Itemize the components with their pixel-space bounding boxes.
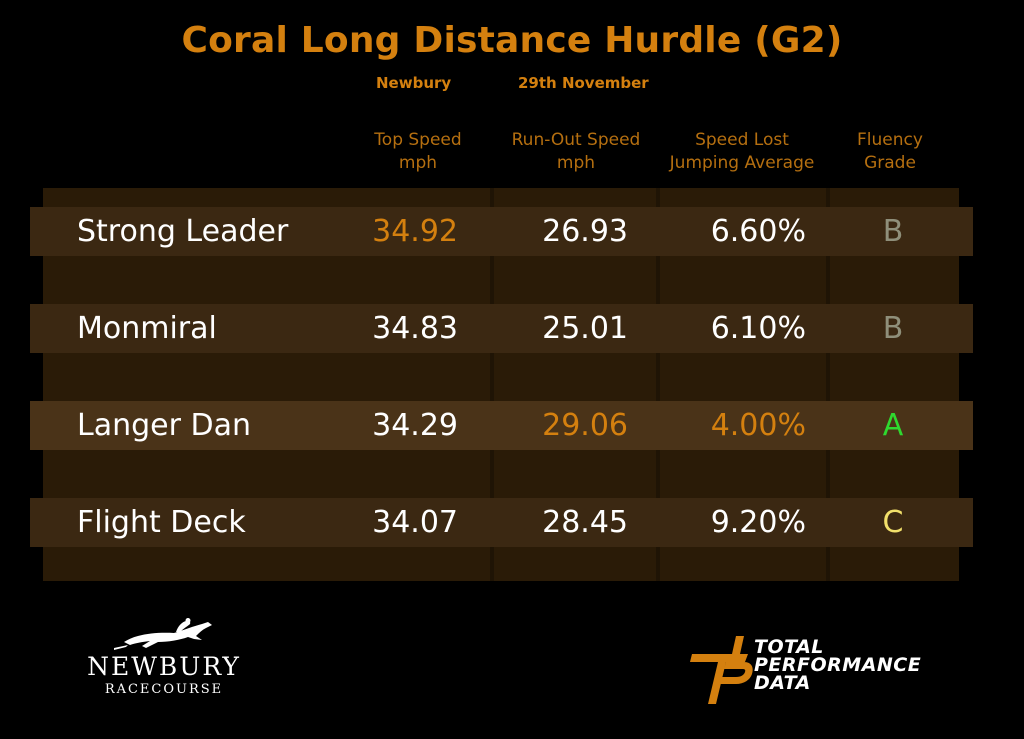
fluency-grade-value: B — [882, 311, 904, 346]
column-header-line: Top Speed — [374, 130, 462, 150]
newbury-racecourse-logo: NEWBURY RACECOURSE — [84, 618, 244, 698]
venue-label: Newbury — [376, 74, 452, 92]
date-label: 29th November — [518, 74, 649, 92]
tpd-logo-line2: PERFORMANCE — [754, 654, 922, 676]
speed-lost-value: 4.00% — [710, 408, 806, 443]
total-performance-data-logo: TOTAL PERFORMANCE DATA — [690, 632, 940, 710]
newbury-logo-name: NEWBURY — [87, 652, 241, 681]
horse-name: Strong Leader — [77, 214, 289, 249]
fluency-grade-value: B — [882, 214, 904, 249]
fluency-grade-value: A — [882, 408, 904, 443]
table-row — [30, 207, 973, 256]
table-row — [30, 401, 973, 450]
column-header-unit: mph — [398, 153, 438, 173]
column-header-unit: Grade — [864, 153, 916, 173]
column-header-line: Speed Lost — [695, 130, 789, 150]
table-row — [30, 304, 973, 353]
top-speed-value: 34.92 — [372, 214, 458, 249]
column-divider — [656, 188, 660, 581]
column-header-fluency-grade: Fluency Grade — [840, 129, 940, 175]
fluency-grade-value: C — [882, 505, 904, 540]
column-header-line: Run-Out Speed — [511, 130, 641, 150]
column-divider — [826, 188, 830, 581]
run-out-speed-value: 29.06 — [542, 408, 628, 443]
column-header-top-speed: Top Speed mph — [358, 129, 478, 175]
horse-and-jockey-icon — [114, 618, 212, 650]
tpd-logo-line1: TOTAL — [754, 636, 824, 658]
column-header-unit: mph — [556, 153, 596, 173]
tpd-monogram-icon — [690, 636, 753, 704]
top-speed-value: 34.29 — [372, 408, 458, 443]
speed-lost-value: 6.60% — [710, 214, 806, 249]
tpd-logo-line3: DATA — [754, 672, 811, 694]
column-header-line: Fluency — [857, 130, 923, 150]
column-header-speed-lost: Speed Lost Jumping Average — [662, 129, 822, 175]
column-divider — [490, 188, 494, 581]
run-out-speed-value: 26.93 — [542, 214, 628, 249]
top-speed-value: 34.83 — [372, 311, 458, 346]
horse-name: Monmiral — [77, 311, 217, 346]
column-header-unit: Jumping Average — [669, 153, 815, 173]
top-speed-value: 34.07 — [372, 505, 458, 540]
newbury-logo-sub: RACECOURSE — [104, 682, 224, 697]
speed-lost-value: 6.10% — [710, 311, 806, 346]
run-out-speed-value: 28.45 — [542, 505, 628, 540]
speed-lost-value: 9.20% — [710, 505, 806, 540]
horse-name: Flight Deck — [77, 505, 246, 540]
chart-title: Coral Long Distance Hurdle (G2) — [181, 20, 843, 61]
column-header-run-out-speed: Run-Out Speed mph — [496, 129, 656, 175]
table-row — [30, 498, 973, 547]
horse-name: Langer Dan — [77, 408, 251, 443]
run-out-speed-value: 25.01 — [542, 311, 628, 346]
